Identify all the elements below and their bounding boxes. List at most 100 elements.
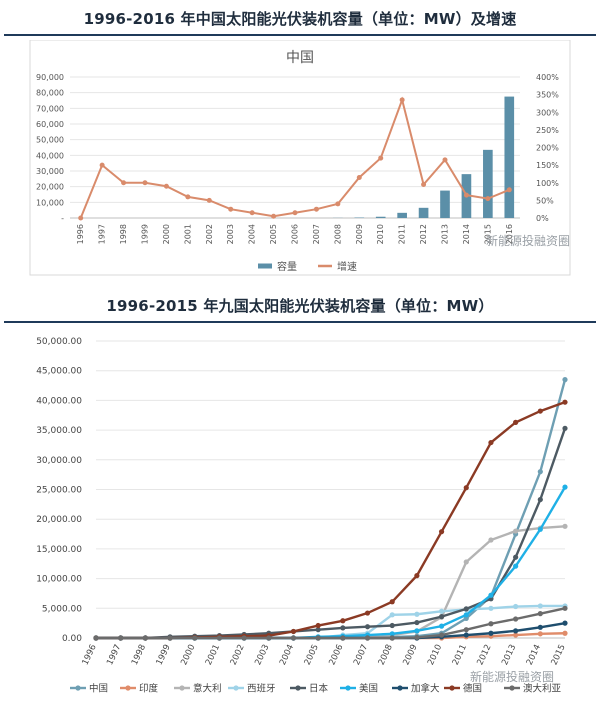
chart2-legend-marker [397, 685, 403, 691]
chart2-y-tick-label: 35,000.00 [36, 426, 82, 436]
chart1-x-tick-label: 2009 [355, 224, 364, 244]
chart2-series-point-3 [488, 605, 494, 611]
chart2-series-point-8 [192, 635, 198, 641]
chart1-x-tick-label: 2007 [312, 224, 321, 244]
chart2-plot-frame [0, 324, 600, 722]
chart1-x-tick-label: 2014 [462, 224, 471, 244]
chart1-title: 1996-2016 年中国太阳能光伏装机容量（单位：MW）及增速 [83, 10, 517, 28]
chart2-series-point-8 [266, 635, 272, 641]
chart2-series-point-6 [463, 632, 469, 638]
chart2-series-point-8 [537, 611, 543, 617]
chart1-capacity-bar [483, 149, 493, 218]
chart1-capacity-bar [418, 207, 429, 218]
chart1-left-tick-label: 70,000 [36, 104, 64, 113]
chart2-series-point-3 [537, 603, 543, 609]
chart1-x-tick-label: 1999 [141, 224, 150, 244]
chart1-x-tick-label: 2005 [269, 224, 278, 244]
chart1-right-tick-label: 0% [536, 214, 549, 223]
chart2-series-point-8 [315, 635, 321, 641]
chart2-series-point-3 [438, 608, 445, 614]
chart2-series-point-5 [414, 628, 420, 634]
chart2-series-point-8 [562, 605, 568, 611]
chart2-series-point-0 [463, 615, 469, 621]
chart2-legend-marker [75, 685, 81, 691]
chart1-growth-point [271, 213, 277, 219]
chart2-series-point-3 [389, 612, 395, 618]
chart1-x-tick-label: 2001 [183, 224, 192, 244]
chart2-legend-label: 日本 [309, 683, 329, 695]
chart2-legend-label: 中国 [89, 683, 108, 695]
chart2-legend-marker [295, 685, 301, 691]
chart2-series-point-8 [488, 621, 494, 627]
chart2-series-point-1 [513, 632, 519, 638]
chart1-left-tick-label: 40,000 [36, 151, 64, 160]
chart2-series-point-7 [414, 573, 420, 579]
chart2-series-point-8 [389, 635, 395, 641]
chart2-y-tick-label: 20,000.00 [36, 515, 82, 525]
chart1-x-tick-label: 2015 [483, 224, 492, 244]
chart2-series-point-7 [463, 485, 469, 491]
chart1-x-tick-label: 1997 [98, 224, 107, 244]
chart2-svg: 0.00 5,000.00 10,000.00 15,000.00 20,000.00 2… [0, 324, 600, 722]
chart2-series-point-5 [463, 612, 469, 618]
chart2-y-tick-label: 25,000.00 [36, 486, 82, 496]
chart2-series-point-7 [364, 610, 371, 616]
chart2-series-point-2 [463, 559, 469, 565]
chart2-series-point-4 [537, 496, 543, 503]
chart1-growth-point [206, 197, 212, 203]
chart1-right-tick-label: 200% [536, 144, 559, 153]
chart2-series-point-1 [562, 630, 568, 636]
chart1-x-tick-label: 2006 [291, 224, 300, 244]
chart1-x-tick-label: 2000 [162, 224, 171, 244]
chart2-series-point-6 [537, 624, 543, 630]
chart1-capacity-bar [440, 190, 450, 218]
chart2-series-point-7 [537, 408, 543, 414]
chart1-growth-point [399, 97, 405, 103]
chart1-legend-capacity: 容量 [277, 260, 297, 273]
chart2-legend-label: 澳大利亚 [523, 683, 562, 695]
chart2-series-point-4 [562, 425, 568, 431]
chart1-left-tick-label: 80,000 [36, 89, 64, 98]
chart2-legend-label: 美国 [359, 683, 378, 695]
chart1-growth-point [78, 215, 84, 221]
chart1-x-tick-label: 1996 [76, 224, 85, 244]
chart1-growth-point [249, 210, 255, 216]
chart2-y-tick-label: 10,000.00 [36, 575, 82, 585]
chart2-series-point-1 [537, 631, 543, 637]
chart2-series-point-7 [562, 399, 568, 405]
chart2-legend-marker [233, 685, 239, 691]
chart1-growth-point [421, 182, 427, 188]
chart2-y-tick-label: 30,000.00 [36, 456, 82, 466]
chart2-legend-label: 德国 [463, 683, 482, 695]
chart2-series-point-2 [562, 523, 568, 529]
chart1-growth-point [313, 206, 319, 212]
chart2-series-point-5 [389, 631, 395, 637]
chart1-left-tick-label: 60,000 [36, 120, 64, 129]
chart2-series-point-4 [438, 614, 445, 620]
chart1-right-tick-label: 400% [536, 73, 559, 82]
chart2-series-point-8 [93, 635, 99, 641]
chart1-x-tick-label: 2008 [333, 224, 342, 244]
chart1-right-tick-label: 150% [536, 161, 559, 170]
chart1-right-tick-label: 100% [536, 179, 559, 188]
chart1-watermark: 新能源投融资圈 [486, 233, 570, 248]
chart2-series-point-8 [142, 635, 148, 641]
chart1-growth-point [485, 196, 491, 202]
chart2-series-point-8 [118, 635, 124, 641]
chart2-series-point-4 [364, 624, 371, 630]
chart1-capacity-bar [375, 216, 386, 218]
chart2-series-point-5 [562, 484, 568, 490]
chart2-legend-label: 印度 [139, 683, 159, 695]
chart2-legend-label: 加拿大 [411, 683, 440, 695]
chart1-x-tick-label: 2011 [398, 224, 407, 244]
chart2-series-point-8 [513, 616, 519, 622]
chart1-growth-point [185, 194, 191, 200]
chart1-x-tick-label: 2012 [419, 224, 428, 244]
chart2-legend-label: 意大利 [193, 683, 222, 695]
chart2-legend-marker [345, 685, 351, 691]
chart2-series-point-4 [315, 627, 321, 633]
chart1-right-tick-label: 250% [536, 126, 559, 135]
chart2-series-point-7 [340, 618, 346, 624]
chart2-series-point-8 [340, 635, 346, 641]
chart2-legend-label: 西班牙 [247, 683, 276, 695]
